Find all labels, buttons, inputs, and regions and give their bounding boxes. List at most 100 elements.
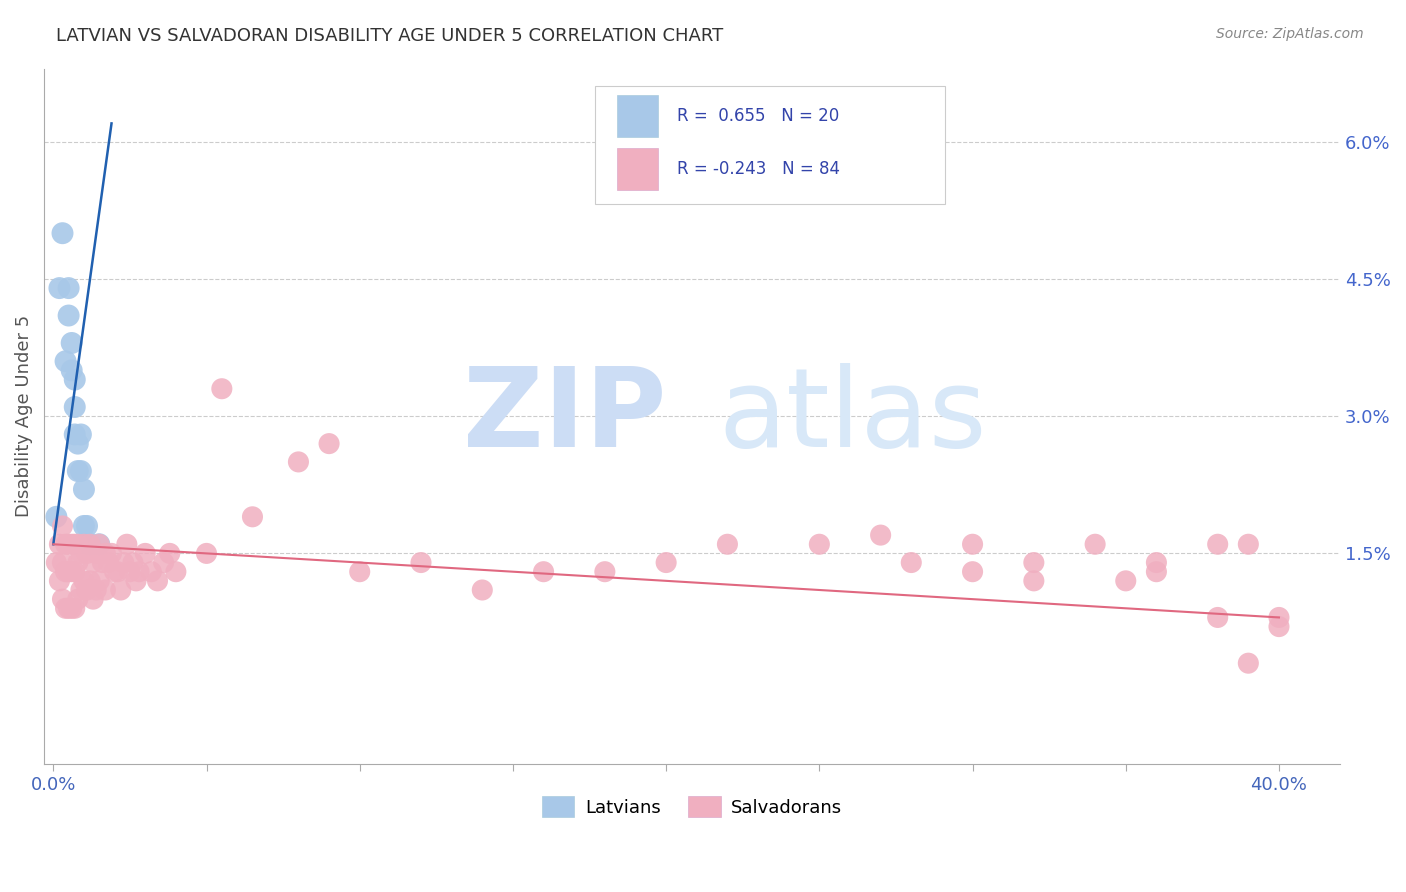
Point: [962, 565, 984, 579]
Point: [48, 537, 70, 551]
Point: [66, 464, 89, 478]
Point: [115, 537, 138, 551]
Point: [63, 601, 86, 615]
Point: [89, 537, 111, 551]
Point: [73, 519, 96, 533]
Point: [76, 546, 98, 560]
Point: [55, 601, 77, 615]
Point: [73, 574, 96, 588]
Text: Source: ZipAtlas.com: Source: ZipAtlas.com: [1216, 27, 1364, 41]
Point: [103, 565, 125, 579]
Point: [73, 537, 96, 551]
Point: [1206, 610, 1229, 624]
Point: [58, 601, 80, 615]
Point: [58, 537, 80, 551]
Point: [211, 382, 233, 396]
Point: [409, 556, 432, 570]
Text: LATVIAN VS SALVADORAN DISABILITY AGE UNDER 5 CORRELATION CHART: LATVIAN VS SALVADORAN DISABILITY AGE UND…: [56, 27, 724, 45]
Point: [125, 574, 148, 588]
Point: [242, 509, 264, 524]
Point: [91, 556, 114, 570]
Text: ZIP: ZIP: [463, 363, 666, 470]
Point: [60, 336, 83, 351]
Point: [1268, 610, 1291, 624]
Point: [900, 556, 922, 570]
Point: [84, 546, 107, 560]
Point: [60, 363, 83, 377]
Point: [48, 574, 70, 588]
Point: [146, 574, 169, 588]
Point: [808, 537, 831, 551]
Point: [1084, 537, 1107, 551]
Point: [533, 565, 555, 579]
Point: [70, 546, 93, 560]
Point: [89, 537, 111, 551]
Point: [655, 556, 678, 570]
Point: [134, 546, 156, 560]
Point: [48, 281, 70, 295]
Point: [63, 400, 86, 414]
Point: [141, 565, 163, 579]
Point: [66, 436, 89, 450]
Point: [76, 582, 98, 597]
Point: [79, 537, 101, 551]
Point: [318, 436, 340, 450]
Point: [66, 537, 89, 551]
Point: [84, 582, 107, 597]
Text: atlas: atlas: [718, 363, 987, 470]
Point: [110, 582, 132, 597]
Point: [60, 565, 83, 579]
Point: [869, 528, 891, 542]
Point: [159, 546, 181, 560]
Point: [70, 427, 93, 442]
Point: [1237, 656, 1260, 670]
Text: R = -0.243   N = 84: R = -0.243 N = 84: [676, 161, 839, 178]
Point: [82, 592, 104, 607]
Point: [63, 427, 86, 442]
Text: R =  0.655   N = 20: R = 0.655 N = 20: [676, 107, 839, 125]
Point: [58, 309, 80, 323]
Point: [76, 519, 98, 533]
Point: [79, 574, 101, 588]
Point: [195, 546, 218, 560]
Point: [51, 226, 73, 240]
Point: [58, 565, 80, 579]
Point: [349, 565, 371, 579]
Point: [107, 565, 129, 579]
Point: [152, 556, 174, 570]
Point: [82, 556, 104, 570]
Point: [100, 546, 122, 560]
Point: [1237, 537, 1260, 551]
Point: [593, 565, 616, 579]
Point: [287, 455, 309, 469]
Point: [471, 582, 494, 597]
Point: [1115, 574, 1137, 588]
Point: [63, 537, 86, 551]
Point: [45, 556, 67, 570]
Point: [60, 537, 83, 551]
Point: [165, 565, 187, 579]
Point: [79, 537, 101, 551]
Point: [112, 556, 135, 570]
Point: [51, 592, 73, 607]
Point: [1022, 556, 1045, 570]
Point: [66, 592, 89, 607]
Point: [70, 582, 93, 597]
FancyBboxPatch shape: [595, 86, 945, 204]
Bar: [617, 148, 658, 190]
Bar: [617, 95, 658, 136]
Point: [97, 556, 120, 570]
Point: [128, 565, 150, 579]
Point: [1144, 565, 1167, 579]
Point: [1144, 556, 1167, 570]
Point: [55, 565, 77, 579]
Point: [55, 354, 77, 368]
Point: [1022, 574, 1045, 588]
Point: [66, 556, 89, 570]
Point: [122, 556, 145, 570]
Y-axis label: Disability Age Under 5: Disability Age Under 5: [15, 315, 32, 517]
Point: [1206, 537, 1229, 551]
Point: [55, 537, 77, 551]
Point: [118, 565, 141, 579]
Point: [58, 281, 80, 295]
